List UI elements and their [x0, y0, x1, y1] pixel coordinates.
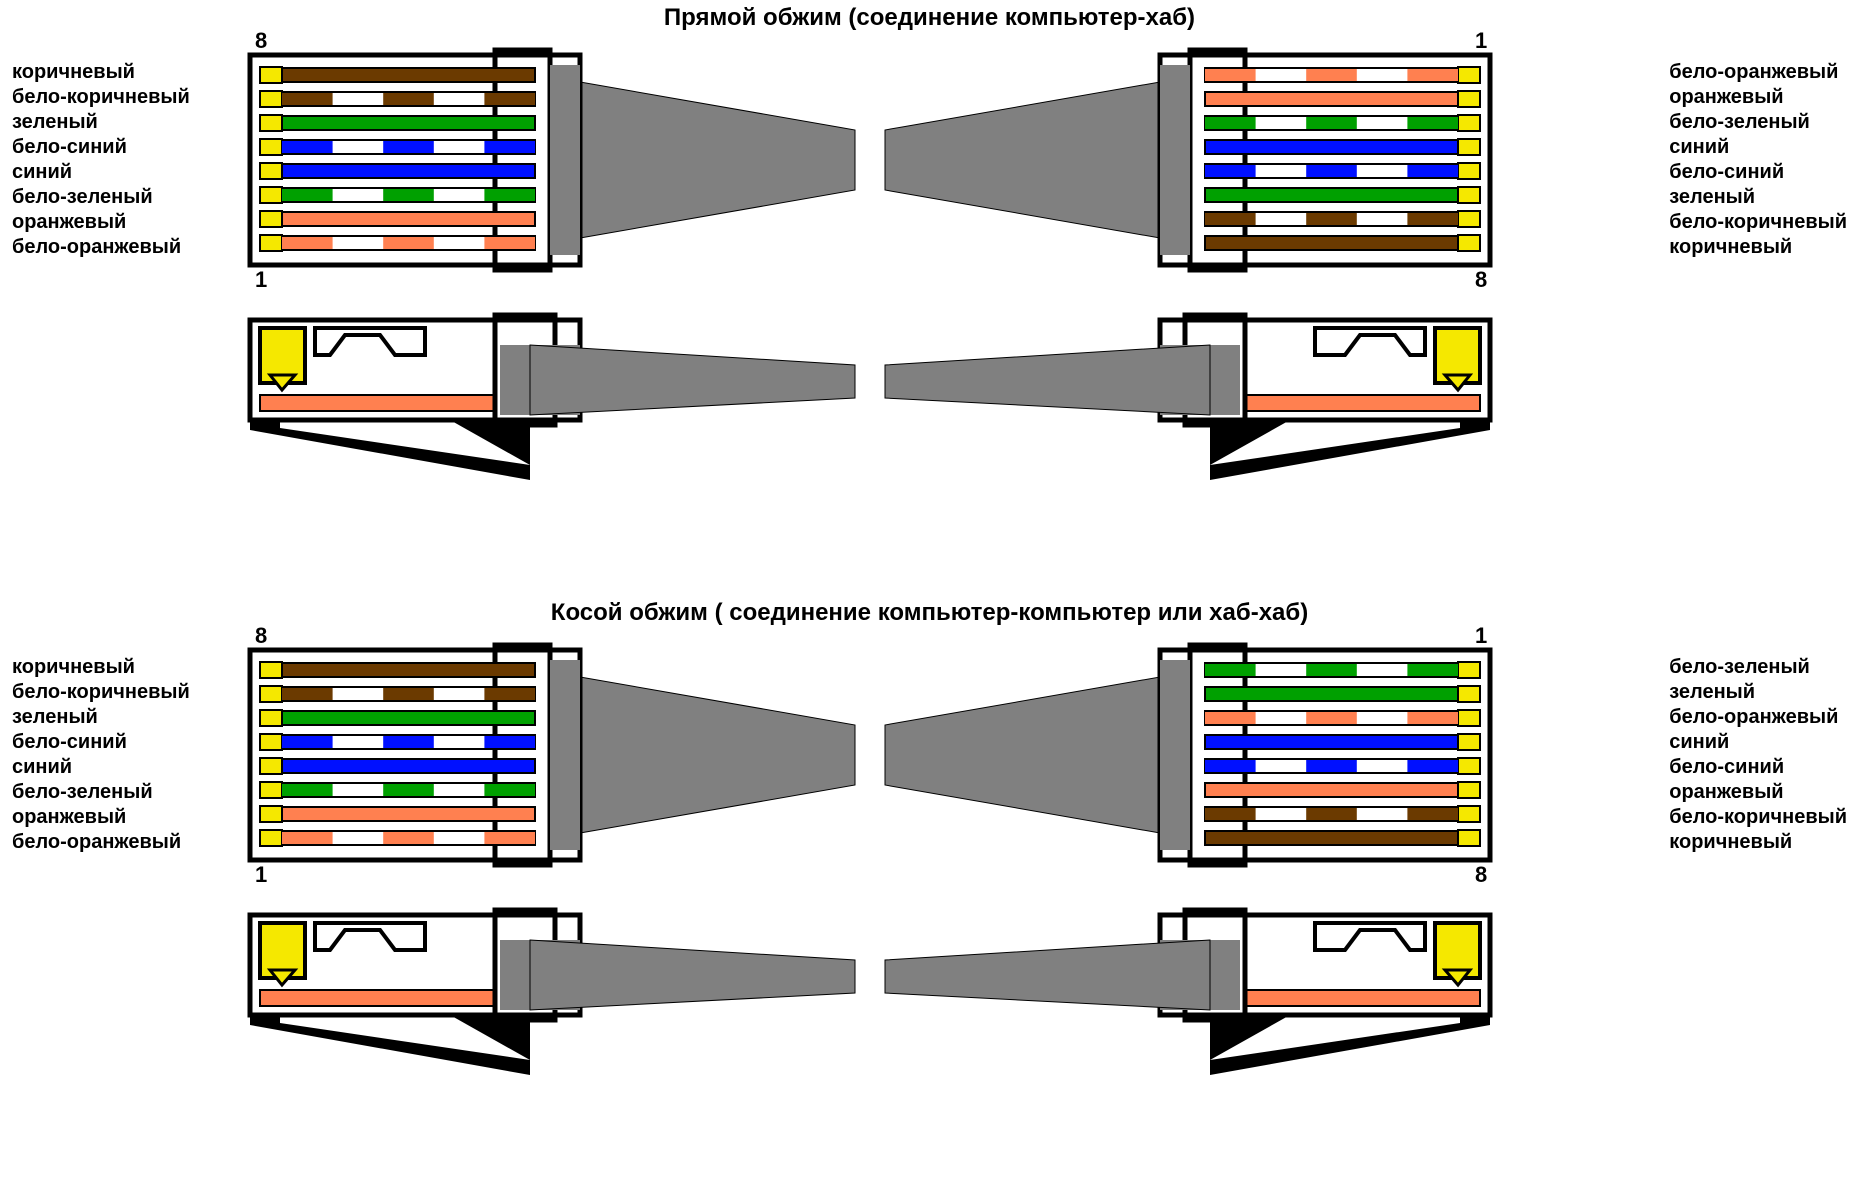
wire-label: бело-синий	[1669, 755, 1847, 780]
wire-label: оранжевый	[12, 805, 190, 830]
wire-label: зеленый	[12, 110, 190, 135]
wire-label: коричневый	[1669, 830, 1847, 855]
wire-label: бело-зеленый	[1669, 110, 1847, 135]
wire-label: бело-коричневый	[12, 85, 190, 110]
svg-text:8: 8	[255, 30, 267, 53]
wire-label: синий	[1669, 135, 1847, 160]
crossover-left-labels: коричневыйбело-коричневыйзеленыйбело-син…	[12, 655, 190, 855]
svg-text:8: 8	[1475, 862, 1487, 887]
wire-label: бело-оранжевый	[12, 235, 190, 260]
wire-label: оранжевый	[1669, 780, 1847, 805]
wire-label: бело-коричневый	[1669, 210, 1847, 235]
wire-label: синий	[1669, 730, 1847, 755]
wire-label: оранжевый	[1669, 85, 1847, 110]
wire-label: бело-синий	[12, 135, 190, 160]
wire-label: синий	[12, 160, 190, 185]
wire-label: зеленый	[1669, 185, 1847, 210]
wire-label: бело-зеленый	[12, 780, 190, 805]
svg-text:8: 8	[255, 625, 267, 648]
wire-label: зеленый	[1669, 680, 1847, 705]
wire-label: бело-синий	[12, 730, 190, 755]
wire-label: зеленый	[12, 705, 190, 730]
straight-left-labels: коричневыйбело-коричневыйзеленыйбело-син…	[12, 60, 190, 260]
crossover-title: Косой обжим ( соединение компьютер-компь…	[0, 595, 1859, 627]
wire-label: бело-зеленый	[12, 185, 190, 210]
wire-label: бело-зеленый	[1669, 655, 1847, 680]
wire-label: бело-оранжевый	[1669, 60, 1847, 85]
svg-text:8: 8	[1475, 267, 1487, 292]
wire-label: синий	[12, 755, 190, 780]
straight-diagram: 8 1 1 8	[230, 30, 1510, 590]
wire-label: коричневый	[12, 655, 190, 680]
wire-label: коричневый	[1669, 235, 1847, 260]
crossover-diagram: 8 1 1 8	[230, 625, 1510, 1185]
svg-text:1: 1	[1475, 30, 1487, 53]
svg-text:1: 1	[255, 267, 267, 292]
svg-text:1: 1	[1475, 625, 1487, 648]
straight-section: Прямой обжим (соединение компьютер-хаб) …	[0, 0, 1859, 595]
straight-title: Прямой обжим (соединение компьютер-хаб)	[0, 0, 1859, 32]
wire-label: бело-синий	[1669, 160, 1847, 185]
wire-label: бело-оранжевый	[12, 830, 190, 855]
svg-text:1: 1	[255, 862, 267, 887]
wire-label: коричневый	[12, 60, 190, 85]
crossover-section: Косой обжим ( соединение компьютер-компь…	[0, 595, 1859, 1195]
wire-label: бело-оранжевый	[1669, 705, 1847, 730]
wire-label: бело-коричневый	[1669, 805, 1847, 830]
crossover-right-labels: бело-зеленыйзеленыйбело-оранжевыйсинийбе…	[1669, 655, 1847, 855]
straight-right-labels: бело-оранжевыйоранжевыйбело-зеленыйсиний…	[1669, 60, 1847, 260]
wire-label: бело-коричневый	[12, 680, 190, 705]
wire-label: оранжевый	[12, 210, 190, 235]
